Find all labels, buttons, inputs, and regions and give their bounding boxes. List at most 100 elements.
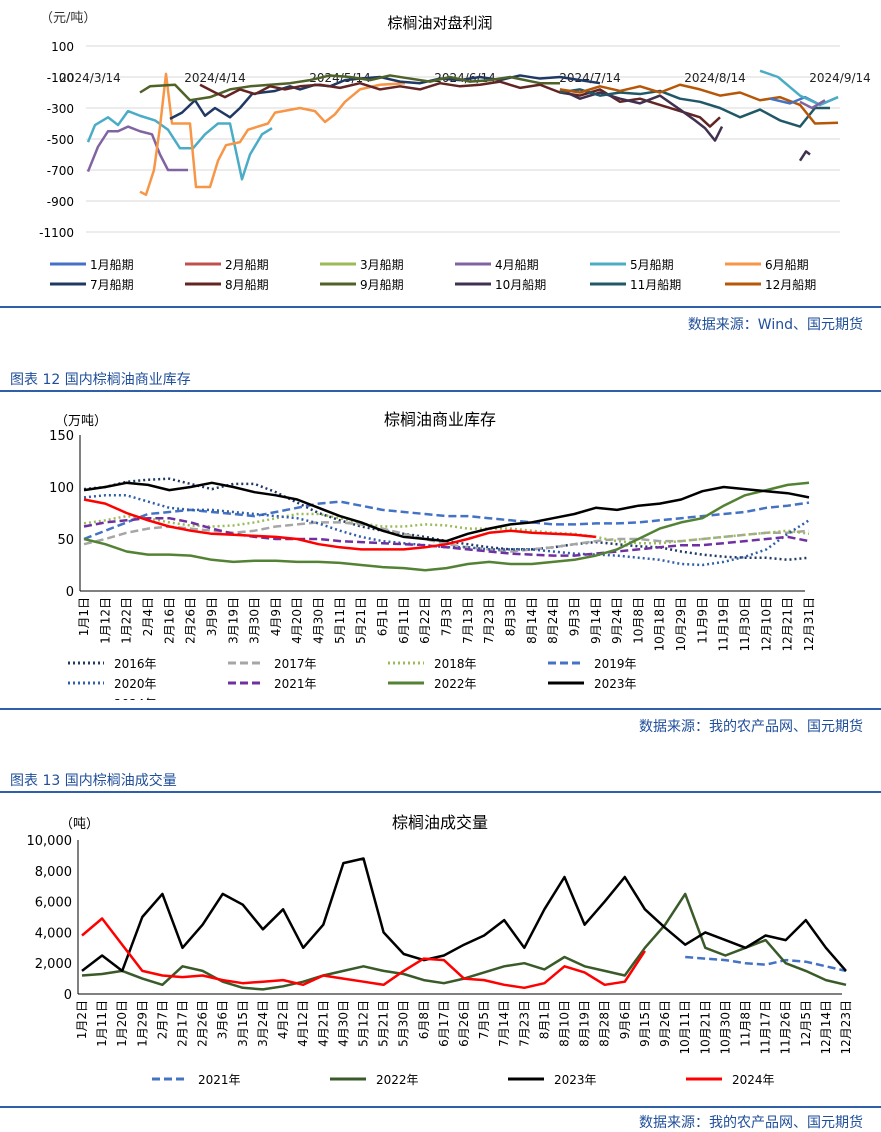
x-tick-label: 1月12日 bbox=[98, 597, 112, 644]
series-line bbox=[759, 69, 839, 107]
x-tick-label: 8月3日 bbox=[503, 597, 517, 636]
legend-label: 2021年 bbox=[198, 1073, 241, 1087]
y-tick-label: -300 bbox=[47, 102, 74, 116]
x-tick-label: 2月7日 bbox=[155, 1000, 169, 1039]
x-tick-label: 1月1日 bbox=[77, 597, 91, 636]
x-tick-label: 6月8日 bbox=[417, 1000, 431, 1039]
x-tick-label: 3月9日 bbox=[205, 597, 219, 636]
y-tick-label: 0 bbox=[66, 585, 74, 600]
legend-label: 2016年 bbox=[114, 657, 157, 671]
x-tick-label: 10月30日 bbox=[718, 1000, 732, 1055]
x-tick-label: 11月19日 bbox=[717, 597, 731, 652]
x-tick-label: 1月22日 bbox=[120, 597, 134, 644]
x-tick-label: 6月26日 bbox=[457, 1000, 471, 1047]
volume-lines bbox=[81, 857, 847, 991]
x-tick-label: 2月26日 bbox=[196, 1000, 210, 1047]
y-tick-label: 100 bbox=[51, 40, 74, 54]
x-tick-label: 4月2日 bbox=[276, 1000, 290, 1039]
volume-chart-title: 棕榈油成交量 bbox=[392, 813, 488, 832]
y-tick-label: 2,000 bbox=[35, 957, 72, 972]
x-tick-label: 12月31日 bbox=[802, 597, 816, 652]
x-tick-label: 11月30日 bbox=[738, 597, 752, 652]
legend-label: 2024年 bbox=[732, 1073, 775, 1087]
legend-label: 2023年 bbox=[594, 677, 637, 691]
legend-label: 2022年 bbox=[434, 677, 477, 691]
x-tick-label: 7月14日 bbox=[497, 1000, 511, 1047]
x-tick-label: 9月3日 bbox=[567, 597, 581, 636]
x-tick-label: 2月16日 bbox=[162, 597, 176, 644]
chart-caption-12: 图表 12 国内棕榈油商业库存 bbox=[10, 372, 191, 388]
x-tick-label: 3月15日 bbox=[236, 1000, 250, 1047]
x-tick-label: 6月1日 bbox=[376, 597, 390, 636]
profit-chart: （元/吨） 棕榈油对盘利润 100 -100 -300 -500 -700 -900 -11… bbox=[39, 11, 871, 292]
profit-legend: 1月船期 2月船期 3月船期 4月船期 5月船期 6月船期 7月船期 8月船期 9月船期 10月船… bbox=[50, 258, 816, 292]
y-tick-label: -1100 bbox=[39, 226, 74, 240]
x-tick-label: 2月26日 bbox=[184, 597, 198, 644]
source-note: 数据来源：Wind、国元期货 bbox=[687, 317, 863, 333]
series-line bbox=[81, 857, 847, 973]
divider bbox=[0, 791, 881, 793]
y-tick-label: 6,000 bbox=[35, 896, 72, 911]
y-tick-label: -500 bbox=[47, 133, 74, 147]
x-tick-label: 5月21日 bbox=[377, 1000, 391, 1047]
x-tick-label: 8月19日 bbox=[578, 1000, 592, 1047]
x-tick-label: 8月24日 bbox=[546, 597, 560, 644]
x-tick-label: 8月28日 bbox=[598, 1000, 612, 1047]
x-tick-label: 4月30日 bbox=[336, 1000, 350, 1047]
x-tick-label: 4月20日 bbox=[290, 597, 304, 644]
legend-label: 2020年 bbox=[114, 677, 157, 691]
series-line bbox=[86, 125, 188, 173]
source-note: 数据来源：我的农产品网、国元期货 bbox=[639, 1115, 863, 1131]
legend-label: 2019年 bbox=[594, 657, 637, 671]
chart-caption-13: 图表 13 国内棕榈油成交量 bbox=[10, 773, 177, 789]
inventory-chart-title: 棕榈油商业库存 bbox=[384, 410, 496, 429]
x-tick-label: 10月29日 bbox=[674, 597, 688, 652]
x-tick-label: 7月23日 bbox=[482, 597, 496, 644]
legend-label: 1月船期 bbox=[90, 258, 134, 272]
x-tick-label: 1月2日 bbox=[75, 1000, 89, 1039]
divider bbox=[0, 708, 881, 710]
legend-label: 4月船期 bbox=[495, 258, 539, 272]
series-line bbox=[83, 512, 810, 545]
volume-chart: （吨） 棕榈油成交量 10,000 8,000 6,000 4,000 2,000 0 1… bbox=[27, 813, 854, 1087]
x-tick-label: 2024/7/14 bbox=[559, 71, 621, 85]
y-tick-label: -900 bbox=[47, 195, 74, 209]
x-tick-label: 8月14日 bbox=[525, 597, 539, 644]
legend-label: 10月船期 bbox=[495, 278, 546, 292]
series-line bbox=[559, 88, 830, 128]
series-line bbox=[83, 516, 810, 557]
series-line bbox=[83, 481, 810, 543]
x-tick-label: 6月11日 bbox=[397, 597, 411, 644]
y-tick-label: 50 bbox=[57, 533, 74, 548]
x-tick-label: 2024/9/14 bbox=[809, 71, 871, 85]
x-tick-label: 10月8日 bbox=[631, 597, 645, 644]
x-tick-label: 4月12日 bbox=[296, 1000, 310, 1047]
series-line bbox=[799, 99, 826, 110]
legend-label: 2022年 bbox=[376, 1073, 419, 1087]
x-tick-label: 7月13日 bbox=[461, 597, 475, 644]
x-tick-label: 3月24日 bbox=[256, 1000, 270, 1047]
y-tick-label: 8,000 bbox=[35, 865, 72, 880]
legend-label: 2024年 bbox=[114, 697, 157, 700]
series-line bbox=[798, 150, 811, 162]
x-tick-label: 2024/4/14 bbox=[184, 71, 246, 85]
x-tick-label: 7月3日 bbox=[440, 597, 454, 636]
profit-lines bbox=[86, 69, 839, 197]
x-tick-label: 9月26日 bbox=[658, 1000, 672, 1047]
legend-label: 3月船期 bbox=[360, 258, 404, 272]
inventory-chart: （万吨） 棕榈油商业库存 150 100 50 0 1月1日 1月12日 1月22日 2月4… bbox=[49, 410, 816, 700]
x-tick-label: 12月10日 bbox=[759, 597, 773, 652]
x-tick-label: 9月24日 bbox=[610, 597, 624, 644]
divider bbox=[0, 306, 881, 308]
y-tick-label: 0 bbox=[64, 988, 72, 1003]
x-tick-label: 12月21日 bbox=[781, 597, 795, 652]
legend-label: 9月船期 bbox=[360, 278, 404, 292]
series-line bbox=[83, 494, 810, 567]
x-tick-label: 2月4日 bbox=[141, 597, 155, 636]
x-tick-label: 5月11日 bbox=[333, 597, 347, 644]
volume-chart-unit: （吨） bbox=[60, 817, 99, 832]
x-tick-label: 7月23日 bbox=[517, 1000, 531, 1047]
legend-label: 6月船期 bbox=[765, 258, 809, 272]
x-tick-label: 6月17日 bbox=[437, 1000, 451, 1047]
x-tick-label: 11月8日 bbox=[738, 1000, 752, 1047]
